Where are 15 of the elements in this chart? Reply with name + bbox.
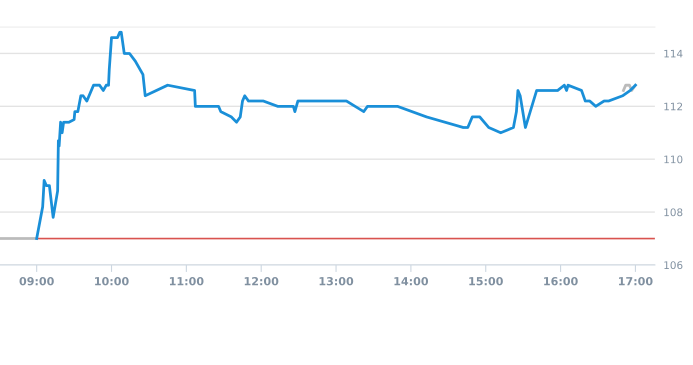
x-tick-label: 09:00 bbox=[20, 276, 54, 286]
x-tick-label: 15:00 bbox=[469, 276, 503, 286]
x-tick-label: 12:00 bbox=[244, 276, 278, 286]
x-tick-label: 13:00 bbox=[320, 276, 354, 286]
x-tick-label: 16:00 bbox=[544, 276, 578, 286]
y-tick-label: 110 bbox=[664, 155, 682, 164]
x-tick-label: 11:00 bbox=[170, 276, 204, 286]
y-tick-label: 108 bbox=[664, 208, 682, 216]
y-tick-label: 106 bbox=[664, 261, 682, 270]
line-series bbox=[35, 30, 637, 240]
x-tick-label: 14:00 bbox=[394, 276, 428, 286]
y-tick-label: 112 bbox=[664, 102, 682, 110]
x-tick-label: 10:00 bbox=[95, 276, 129, 286]
y-tick-label: 114 bbox=[664, 50, 683, 58]
x-tick-label: 17:00 bbox=[618, 276, 653, 286]
